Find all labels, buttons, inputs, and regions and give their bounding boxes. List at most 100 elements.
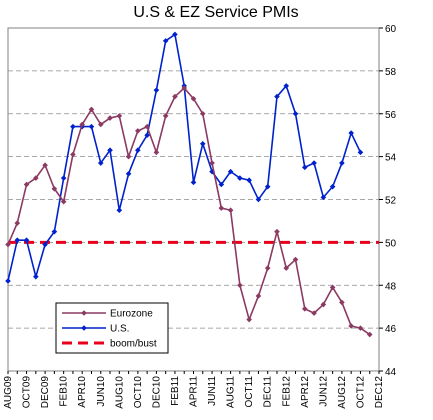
y-tick-label: 52 [385, 196, 397, 207]
data-point [172, 93, 178, 100]
data-point [311, 310, 317, 316]
data-point [23, 237, 30, 244]
data-point [70, 151, 76, 158]
data-point [320, 301, 327, 308]
x-tick-label: AUG10 [114, 376, 125, 409]
x-tick-label: JUN12 [318, 376, 329, 407]
data-point [162, 113, 169, 119]
data-point [246, 316, 252, 323]
x-tick-label: DEC11 [263, 376, 274, 408]
data-point [190, 95, 197, 102]
data-point [209, 168, 215, 175]
x-tick-label: FEB10 [59, 376, 70, 407]
legend: Eurozone U.S. boom/bust [55, 302, 169, 354]
chart-title: U.S & EZ Service PMIs [133, 4, 298, 21]
data-point [33, 273, 39, 280]
data-point [209, 160, 215, 166]
data-point [172, 31, 178, 38]
data-point [339, 160, 345, 166]
x-tick-label: APR10 [77, 376, 88, 408]
data-point [199, 110, 206, 117]
legend-label-boom-bust: boom/bust [110, 339, 157, 350]
x-tick-label: JUN10 [96, 376, 107, 407]
x-tick-label: JUN11 [207, 376, 218, 406]
data-point [42, 241, 48, 248]
legend-marker [81, 325, 87, 331]
data-point [255, 196, 262, 203]
data-point [135, 128, 141, 134]
x-tick-label: FEB12 [281, 376, 292, 407]
series-line-eurozone [7, 86, 371, 336]
data-point [292, 256, 299, 263]
data-point [199, 140, 206, 147]
data-point [227, 168, 234, 175]
y-tick-label: 46 [385, 324, 397, 335]
data-point [366, 331, 373, 338]
data-point [97, 121, 104, 128]
data-point [357, 325, 364, 331]
data-point [162, 38, 169, 44]
data-point [357, 149, 364, 156]
data-point [348, 323, 354, 329]
data-point [14, 220, 21, 226]
data-point [60, 175, 67, 181]
legend-label-eurozone: Eurozone [110, 309, 153, 320]
data-point [88, 123, 95, 130]
data-point [181, 85, 188, 91]
data-point [264, 265, 271, 271]
x-tick-label: APR12 [300, 376, 311, 408]
data-point [135, 147, 141, 153]
data-point [97, 160, 104, 166]
x-tick-label: AUG12 [337, 376, 348, 409]
x-tick-label: OCT09 [22, 376, 33, 409]
data-point [292, 110, 299, 117]
data-point [274, 228, 280, 235]
x-tick-label: FEB11 [170, 376, 181, 406]
data-point [116, 207, 123, 214]
data-point [190, 179, 197, 186]
data-point [339, 299, 345, 306]
data-point [283, 83, 290, 89]
data-point [329, 284, 336, 291]
data-point [107, 115, 113, 121]
data-point [5, 241, 11, 248]
y-tick-label: 58 [385, 67, 397, 78]
data-point [255, 293, 262, 299]
data-point [274, 93, 280, 100]
data-point [329, 183, 336, 190]
x-tick-label: OCT10 [133, 376, 144, 409]
x-tick-label: AUG11 [226, 376, 237, 408]
data-point [348, 130, 354, 136]
data-point [246, 177, 252, 184]
x-tick-label: DEC09 [40, 376, 51, 409]
y-tick-label: 48 [385, 281, 397, 292]
axes: 44 46 48 50 52 54 56 58 60 AUG09 OCT09 DEC09 FEB10 AP… [3, 24, 397, 409]
data-point [227, 207, 234, 214]
data-point [144, 132, 150, 138]
data-point [144, 123, 150, 130]
data-point [107, 147, 113, 153]
y-tick-label: 44 [385, 367, 397, 378]
data-point [5, 278, 11, 284]
data-point [302, 164, 308, 171]
data-point [320, 194, 327, 201]
x-tick-label: AUG09 [3, 376, 14, 409]
x-tick-label: APR11 [189, 376, 200, 407]
x-tick-label: OCT12 [355, 376, 366, 409]
y-tick-label: 60 [385, 24, 397, 35]
data-point [116, 113, 123, 119]
y-tick-label: 50 [385, 238, 397, 249]
data-point [237, 282, 243, 289]
data-point [33, 175, 39, 181]
data-point [218, 205, 225, 211]
data-point [14, 237, 21, 244]
data-point [153, 149, 160, 156]
data-point [302, 306, 308, 312]
x-tick-label: DEC12 [374, 376, 385, 409]
data-point [51, 228, 58, 235]
data-point [60, 198, 67, 205]
data-point [125, 153, 132, 160]
data-point [264, 183, 271, 190]
